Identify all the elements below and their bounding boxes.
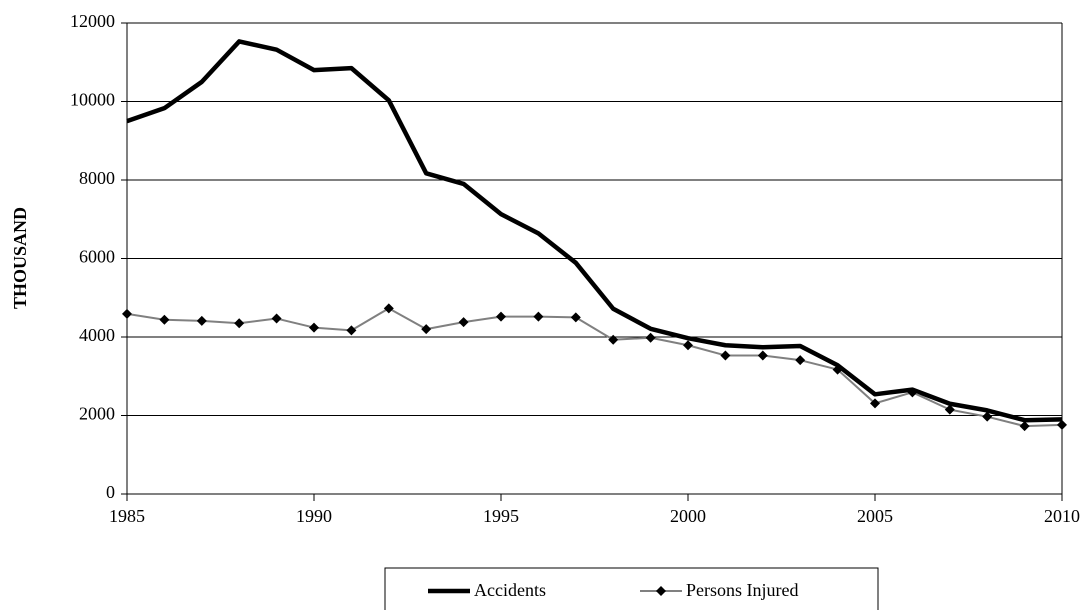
marker xyxy=(533,311,544,322)
series-line xyxy=(126,307,1063,428)
marker xyxy=(570,312,581,323)
marker xyxy=(496,311,506,322)
marker xyxy=(1057,419,1067,430)
marker xyxy=(271,313,282,324)
marker xyxy=(421,324,432,335)
y-axis-label: THOUSAND xyxy=(10,207,30,309)
x-tick-label: 1995 xyxy=(483,506,519,526)
marker xyxy=(608,334,619,345)
marker xyxy=(757,350,768,361)
marker xyxy=(720,350,731,361)
series-line xyxy=(126,39,1063,423)
y-tick-label: 2000 xyxy=(79,404,115,424)
y-tick-label: 0 xyxy=(106,482,115,502)
marker xyxy=(234,318,245,329)
legend-label: Persons Injured xyxy=(686,580,798,600)
marker xyxy=(870,398,880,409)
x-tick-label: 2010 xyxy=(1044,506,1080,526)
x-tick-label: 1990 xyxy=(296,506,332,526)
marker xyxy=(645,332,656,343)
marker xyxy=(832,364,843,375)
legend-label: Accidents xyxy=(474,580,546,600)
marker xyxy=(309,322,319,333)
marker xyxy=(196,315,207,326)
marker xyxy=(122,308,132,319)
marker xyxy=(907,387,918,398)
marker xyxy=(1019,421,1030,432)
y-tick-label: 10000 xyxy=(70,90,115,110)
x-tick-label: 2005 xyxy=(857,506,893,526)
marker xyxy=(982,411,993,422)
y-tick-label: 4000 xyxy=(79,325,115,345)
y-tick-label: 12000 xyxy=(70,11,115,31)
y-tick-label: 8000 xyxy=(79,168,115,188)
marker xyxy=(458,317,469,328)
marker xyxy=(795,355,806,366)
marker xyxy=(346,325,357,336)
y-tick-label: 6000 xyxy=(79,247,115,267)
marker xyxy=(944,404,955,415)
x-tick-label: 1985 xyxy=(109,506,145,526)
marker xyxy=(383,303,394,314)
legend-marker xyxy=(656,586,666,596)
marker xyxy=(159,314,170,325)
x-tick-label: 2000 xyxy=(670,506,706,526)
marker xyxy=(683,340,693,351)
